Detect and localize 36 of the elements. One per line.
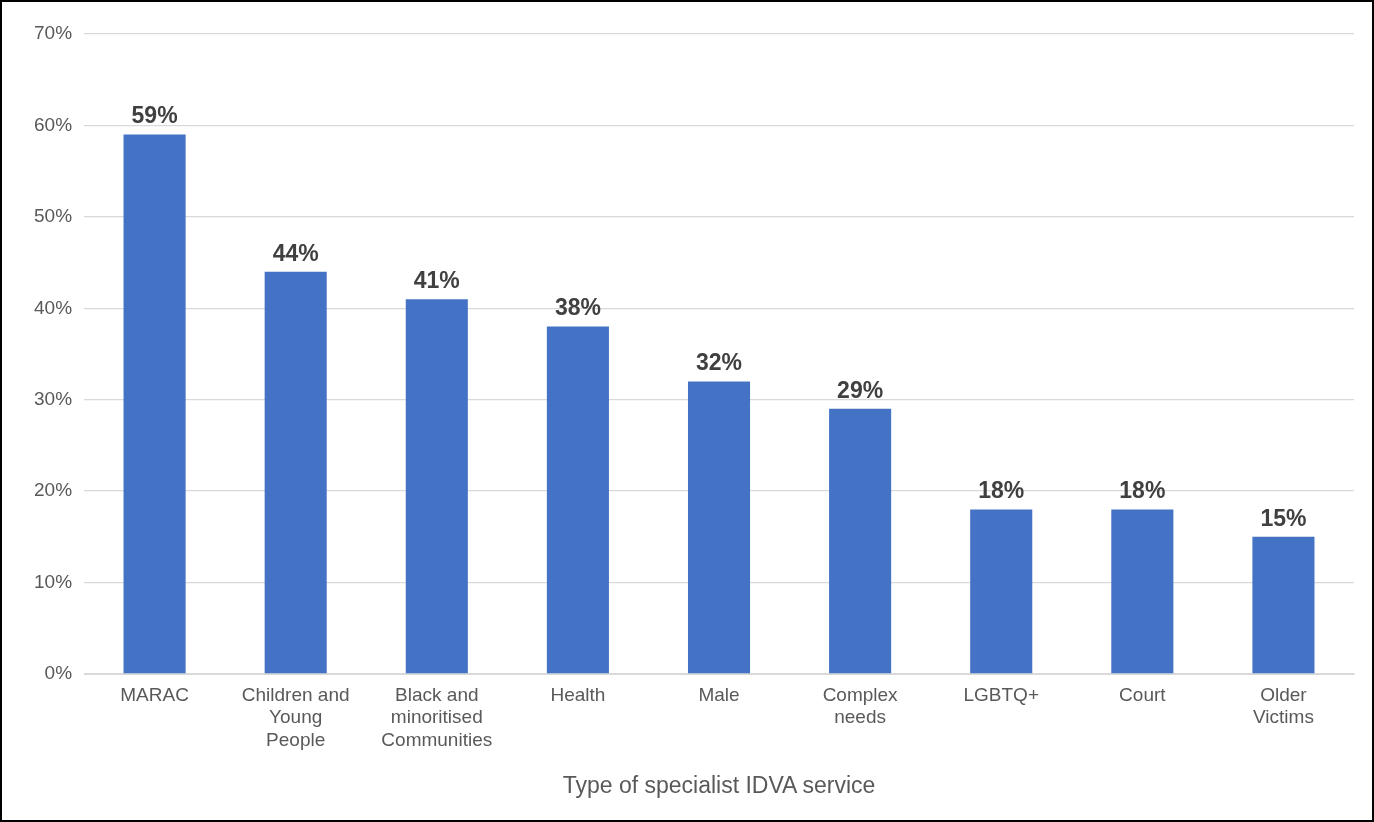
- data-label: 38%: [554, 294, 601, 321]
- bar: [1252, 536, 1315, 674]
- y-tick-label: 50%: [34, 205, 73, 227]
- y-tick-label: 0%: [44, 662, 73, 684]
- data-label: 59%: [131, 102, 178, 129]
- x-tick-label: Complex needs: [822, 683, 899, 728]
- y-tick-label: 40%: [34, 296, 73, 318]
- x-tick-label: Health: [550, 683, 606, 705]
- y-tick-label: 60%: [34, 113, 73, 135]
- bar: [1111, 509, 1174, 674]
- x-tick-label: MARAC: [120, 683, 189, 705]
- data-label: 41%: [413, 266, 460, 293]
- bar: [687, 381, 751, 674]
- data-label: 15%: [1260, 504, 1307, 531]
- x-axis-title: Type of specialist IDVA service: [562, 771, 876, 798]
- bar: [970, 509, 1033, 674]
- bar: [123, 134, 186, 674]
- x-tick-label: Male: [698, 683, 740, 705]
- data-label: 18%: [978, 477, 1025, 504]
- data-label: 18%: [1119, 477, 1166, 504]
- bar: [264, 271, 327, 674]
- x-tick-label: Court: [1119, 683, 1167, 705]
- y-tick-label: 20%: [34, 479, 73, 501]
- bar: [546, 326, 609, 674]
- data-label: 32%: [695, 349, 743, 376]
- y-tick-label: 70%: [34, 22, 73, 44]
- data-label: 44%: [272, 239, 319, 266]
- data-label: 29%: [837, 376, 884, 403]
- x-tick-label: Black and minoritised Communities: [381, 683, 493, 751]
- y-tick-label: 30%: [34, 387, 73, 409]
- x-tick-label: LGBTQ+: [963, 683, 1039, 705]
- x-tick-label: Older Victims: [1253, 683, 1314, 728]
- x-tick-label: Children and Young People: [241, 683, 350, 751]
- bar: [405, 299, 468, 674]
- y-tick-label: 10%: [34, 570, 73, 592]
- bar: [829, 408, 892, 674]
